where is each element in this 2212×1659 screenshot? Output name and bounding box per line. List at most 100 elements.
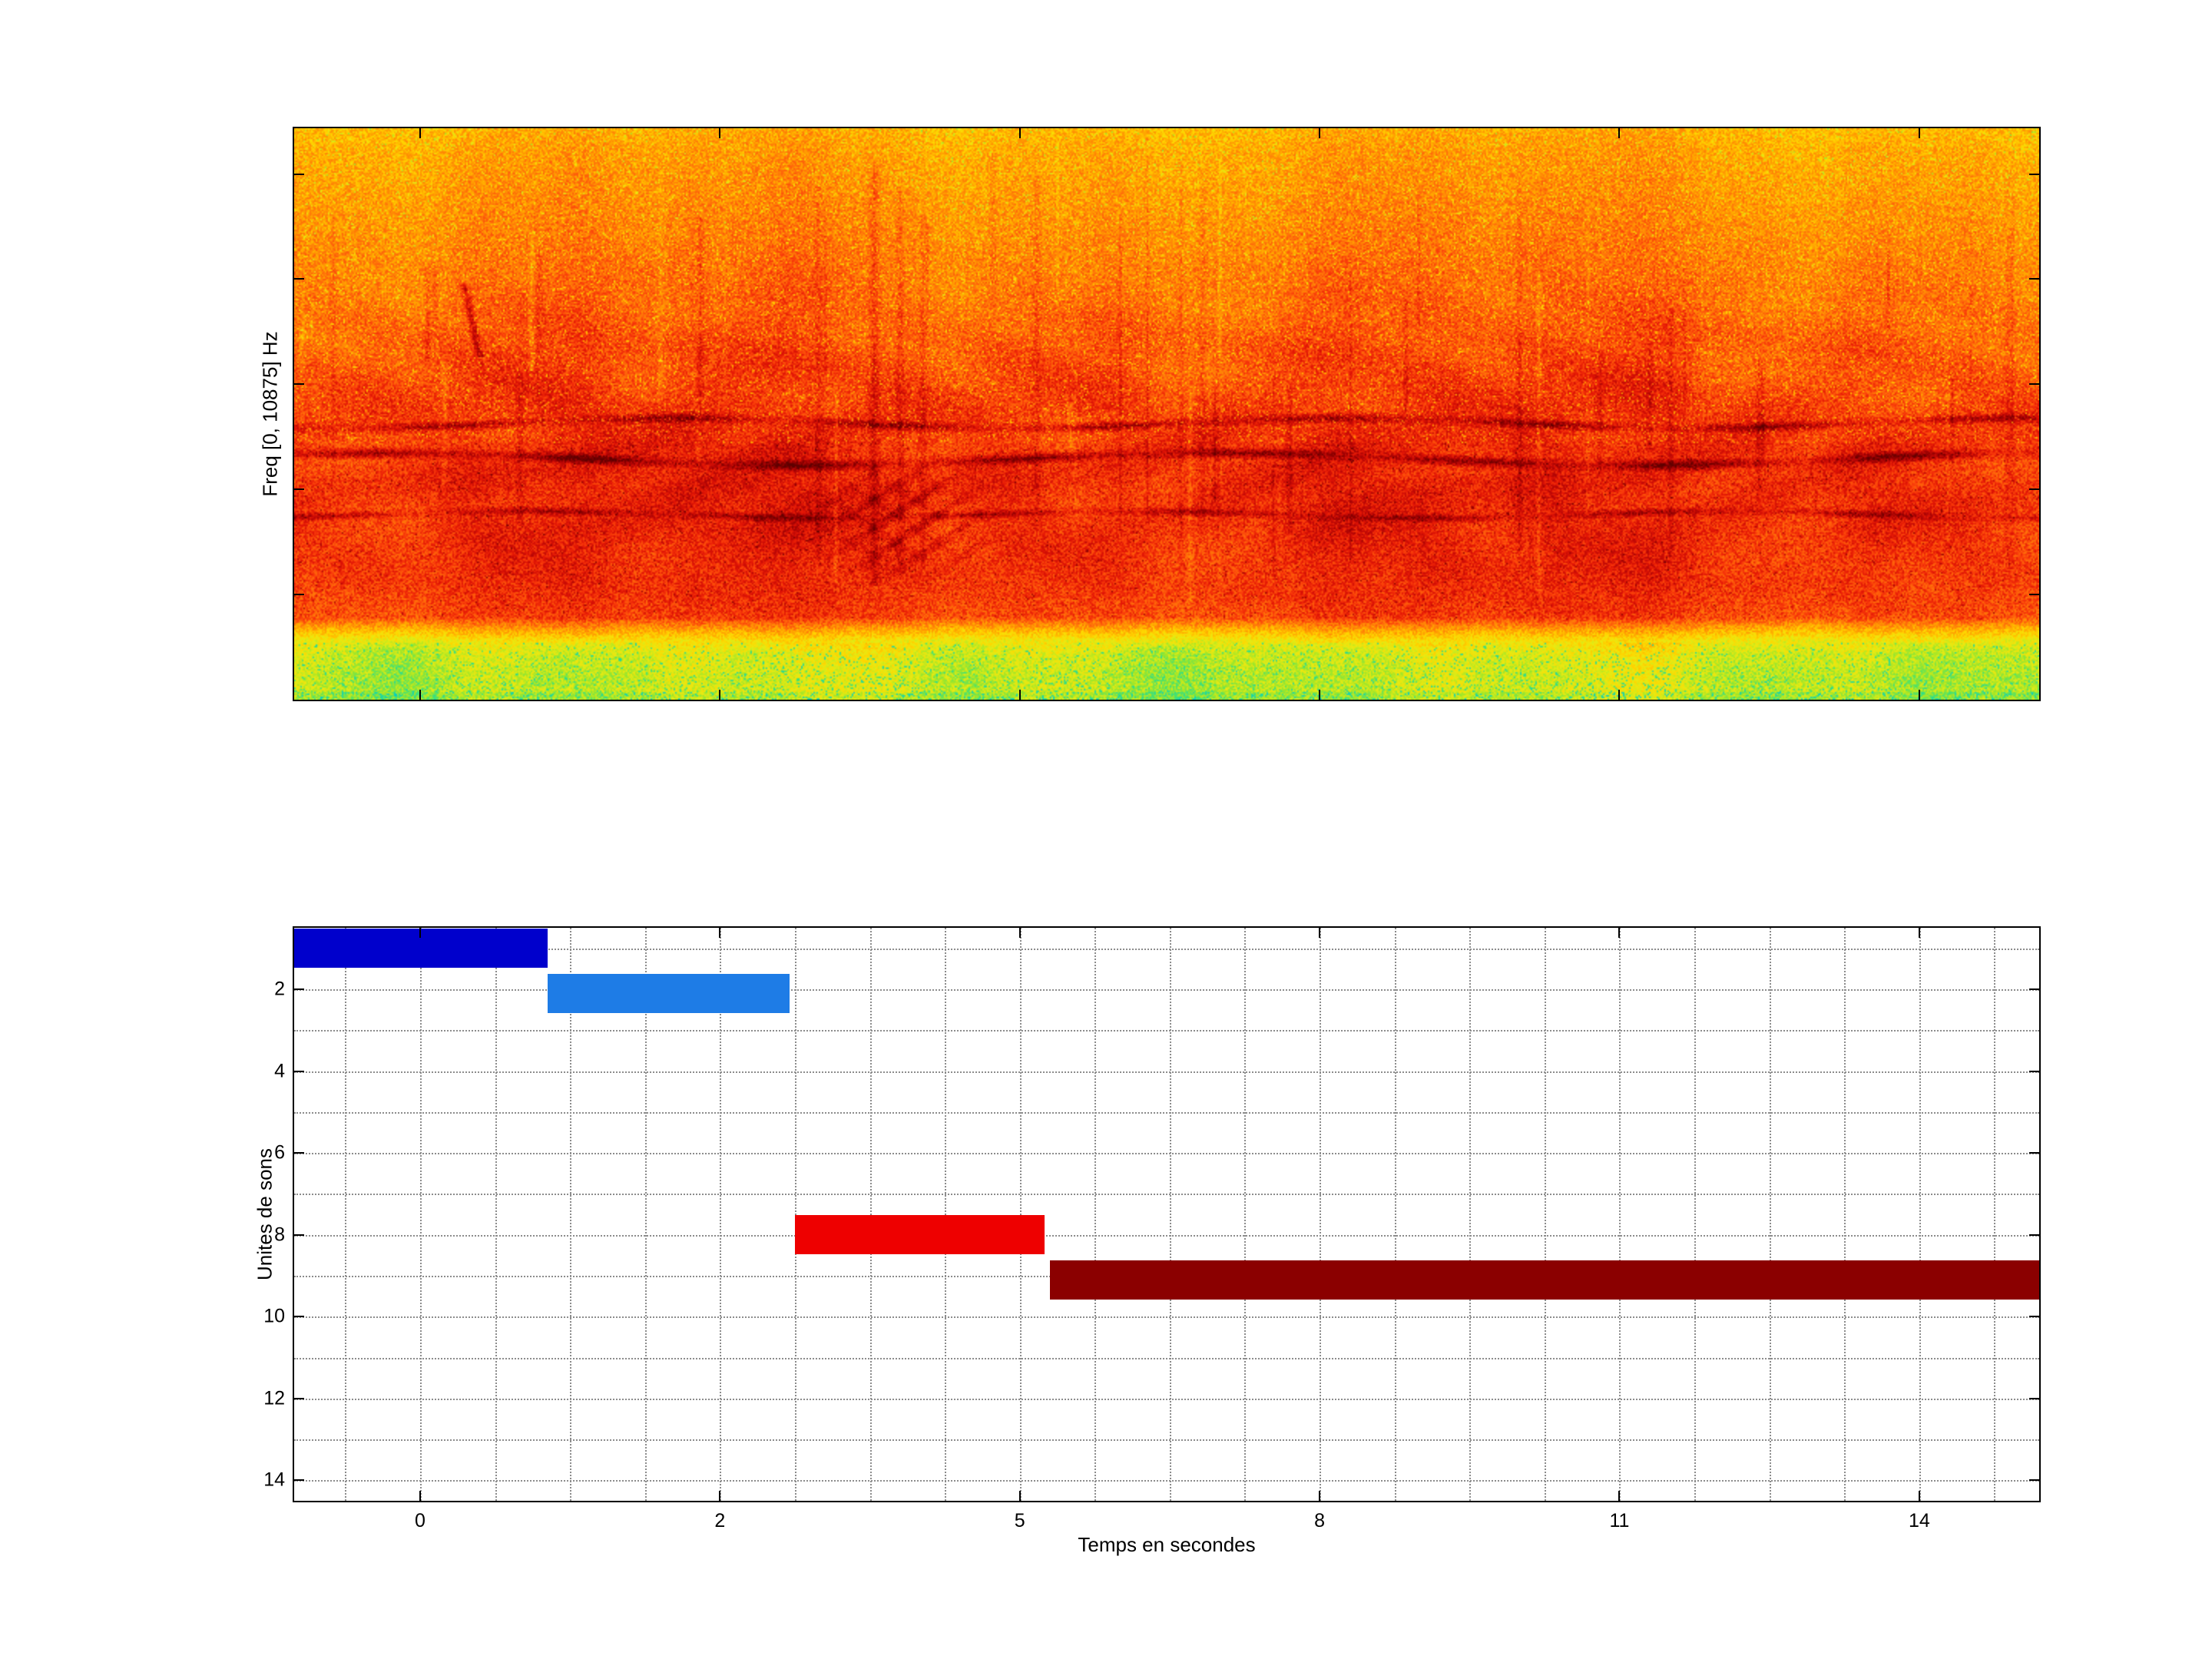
spec-x-tick-mark <box>1018 690 1021 700</box>
gridline-vertical <box>644 928 647 1501</box>
gridline-vertical <box>345 928 347 1501</box>
gridline-vertical <box>1169 928 1171 1501</box>
x-tick-mark <box>1319 928 1321 938</box>
gridline-vertical <box>419 928 422 1501</box>
y-tick-label: 6 <box>274 1141 285 1164</box>
gridline-vertical <box>1844 928 1846 1501</box>
gridline-vertical <box>794 928 796 1501</box>
gridline-horizontal <box>294 1357 2039 1359</box>
spec-x-tick-mark <box>719 690 721 700</box>
sound-units-ylabel: Unites de sons <box>253 1148 276 1280</box>
spectrogram-image <box>294 128 2039 700</box>
y-tick-mark <box>294 1233 304 1236</box>
y-tick-mark <box>2029 1479 2039 1482</box>
gridline-vertical <box>1469 928 1472 1501</box>
sound-unit-9-bar <box>1049 1260 2039 1300</box>
gridline-horizontal <box>294 1194 2039 1196</box>
spec-y-tick-mark <box>294 383 304 386</box>
sound-units-plot <box>293 926 2041 1502</box>
sound-unit-2-bar <box>547 973 790 1013</box>
gridline-vertical <box>570 928 572 1501</box>
spec-x-tick-mark <box>1918 128 1920 138</box>
y-tick-mark <box>294 1316 304 1318</box>
spec-y-tick-mark <box>294 594 304 596</box>
x-tick-label: 5 <box>1014 1510 1025 1532</box>
gridline-vertical <box>1769 928 1771 1501</box>
x-tick-mark <box>419 1491 421 1501</box>
gridline-vertical <box>1019 928 1022 1501</box>
gridline-horizontal <box>294 1316 2039 1319</box>
gridline-horizontal <box>294 1030 2039 1032</box>
y-tick-mark <box>294 1397 304 1399</box>
gridline-horizontal <box>294 1153 2039 1155</box>
gridline-vertical <box>1320 928 1322 1501</box>
x-tick-mark <box>419 928 421 938</box>
spec-y-tick-mark <box>294 488 304 491</box>
x-tick-mark <box>1018 928 1021 938</box>
y-tick-label: 4 <box>274 1060 285 1081</box>
gridline-vertical <box>1544 928 1546 1501</box>
spec-y-tick-mark <box>2029 594 2039 596</box>
spec-y-tick-mark <box>2029 488 2039 491</box>
spec-x-tick-mark <box>419 128 421 138</box>
gridline-horizontal <box>294 1071 2039 1073</box>
gridline-horizontal <box>294 1439 2039 1442</box>
x-tick-mark <box>1618 1491 1621 1501</box>
gridline-vertical <box>1394 928 1396 1501</box>
y-tick-mark <box>2029 1316 2039 1318</box>
x-tick-mark <box>1918 1491 1920 1501</box>
x-tick-mark <box>1319 1491 1321 1501</box>
y-tick-mark <box>2029 1070 2039 1072</box>
spec-y-tick-mark <box>2029 383 2039 386</box>
y-tick-mark <box>2029 1233 2039 1236</box>
spec-x-tick-mark <box>1618 690 1621 700</box>
x-tick-label: 2 <box>714 1510 726 1532</box>
time-axis-label: Temps en secondes <box>1078 1533 1256 1556</box>
gridline-horizontal <box>294 1111 2039 1114</box>
gridline-vertical <box>1244 928 1247 1501</box>
gridline-vertical <box>869 928 872 1501</box>
gridline-horizontal <box>294 948 2039 950</box>
gridline-vertical <box>1094 928 1097 1501</box>
spec-x-tick-mark <box>1618 128 1621 138</box>
spec-y-tick-mark <box>2029 278 2039 280</box>
sound-unit-8-bar <box>794 1215 1045 1254</box>
y-tick-mark <box>2029 1397 2039 1399</box>
x-tick-mark <box>719 1491 721 1501</box>
gridline-horizontal <box>294 1234 2039 1237</box>
y-tick-mark <box>294 988 304 990</box>
gridline-vertical <box>495 928 497 1501</box>
spec-y-tick-mark <box>294 173 304 175</box>
x-tick-label: 11 <box>1609 1510 1630 1532</box>
spec-x-tick-mark <box>1918 690 1920 700</box>
x-tick-label: 0 <box>415 1510 426 1532</box>
gridline-horizontal <box>294 988 2039 991</box>
gridline-horizontal <box>294 1480 2039 1482</box>
x-tick-mark <box>719 928 721 938</box>
gridline-vertical <box>720 928 722 1501</box>
spec-x-tick-mark <box>1319 128 1321 138</box>
spec-x-tick-mark <box>1018 128 1021 138</box>
x-tick-mark <box>1018 1491 1021 1501</box>
x-tick-label: 14 <box>1908 1510 1930 1532</box>
y-tick-label: 12 <box>263 1387 285 1409</box>
spec-y-tick-mark <box>2029 173 2039 175</box>
y-tick-label: 14 <box>263 1469 285 1491</box>
y-tick-mark <box>294 1479 304 1482</box>
gridline-vertical <box>1619 928 1621 1501</box>
x-tick-label: 8 <box>1314 1510 1326 1532</box>
spec-y-tick-mark <box>294 278 304 280</box>
y-tick-mark <box>2029 988 2039 990</box>
x-tick-mark <box>1618 928 1621 938</box>
spectrogram-plot <box>293 127 2041 701</box>
spectrogram-ylabel: Freq [0, 10875] Hz <box>258 331 282 497</box>
gridline-vertical <box>1694 928 1697 1501</box>
spec-x-tick-mark <box>1319 690 1321 700</box>
spec-x-tick-mark <box>719 128 721 138</box>
y-tick-label: 2 <box>274 978 285 1000</box>
y-tick-mark <box>2029 1152 2039 1154</box>
y-tick-mark <box>294 1070 304 1072</box>
gridline-vertical <box>1994 928 1996 1501</box>
spec-x-tick-mark <box>419 690 421 700</box>
